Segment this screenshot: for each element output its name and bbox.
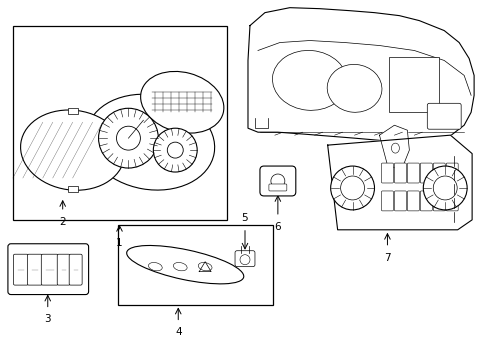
FancyBboxPatch shape	[407, 163, 419, 183]
Polygon shape	[379, 125, 408, 170]
Ellipse shape	[173, 262, 187, 271]
Circle shape	[330, 166, 374, 210]
FancyBboxPatch shape	[420, 163, 431, 183]
Circle shape	[423, 166, 466, 210]
Text: 3: 3	[44, 315, 51, 324]
FancyBboxPatch shape	[427, 103, 460, 129]
Ellipse shape	[326, 64, 381, 112]
FancyBboxPatch shape	[268, 184, 286, 191]
FancyBboxPatch shape	[446, 163, 457, 183]
Circle shape	[153, 128, 197, 172]
Text: 8: 8	[390, 200, 397, 210]
Ellipse shape	[20, 110, 124, 190]
Ellipse shape	[86, 94, 214, 190]
FancyBboxPatch shape	[420, 191, 431, 211]
FancyBboxPatch shape	[394, 163, 406, 183]
Bar	[67, 108, 78, 114]
Bar	[388, 58, 438, 112]
FancyBboxPatch shape	[432, 191, 444, 211]
Bar	[13, 26, 226, 220]
FancyBboxPatch shape	[41, 254, 58, 285]
FancyBboxPatch shape	[407, 191, 419, 211]
FancyBboxPatch shape	[381, 191, 393, 211]
FancyBboxPatch shape	[381, 163, 393, 183]
Ellipse shape	[148, 262, 162, 271]
Ellipse shape	[141, 71, 224, 133]
Text: 6: 6	[274, 222, 281, 232]
Circle shape	[99, 108, 158, 168]
FancyBboxPatch shape	[8, 244, 88, 294]
FancyBboxPatch shape	[235, 251, 254, 267]
Text: 2: 2	[59, 217, 66, 227]
FancyBboxPatch shape	[57, 254, 70, 285]
FancyBboxPatch shape	[13, 254, 28, 285]
Polygon shape	[247, 8, 473, 142]
Ellipse shape	[272, 50, 346, 110]
Text: 7: 7	[384, 253, 390, 263]
Ellipse shape	[126, 246, 244, 284]
FancyBboxPatch shape	[432, 163, 444, 183]
Text: 4: 4	[175, 328, 181, 337]
FancyBboxPatch shape	[260, 166, 295, 196]
FancyBboxPatch shape	[69, 254, 82, 285]
FancyBboxPatch shape	[446, 191, 457, 211]
Ellipse shape	[198, 262, 212, 271]
FancyBboxPatch shape	[27, 254, 42, 285]
Polygon shape	[327, 135, 471, 230]
Bar	[67, 186, 78, 192]
Bar	[118, 225, 272, 305]
Text: 1: 1	[116, 238, 122, 248]
Text: 5: 5	[241, 213, 248, 223]
FancyBboxPatch shape	[394, 191, 406, 211]
